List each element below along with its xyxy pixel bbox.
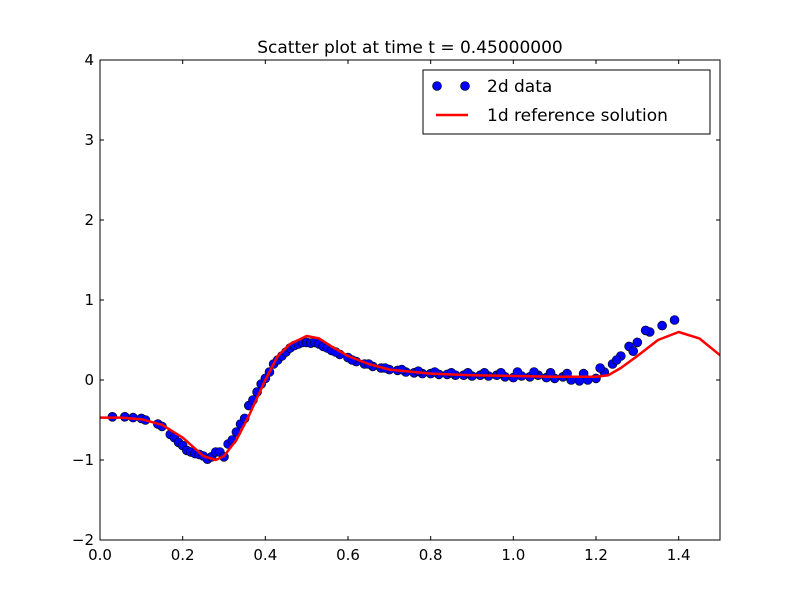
y-tick-label: −2 xyxy=(72,531,94,549)
scatter-point xyxy=(657,320,667,331)
x-tick-label: 0.8 xyxy=(419,546,443,564)
x-tick-label: 1.0 xyxy=(501,546,525,564)
scatter-point xyxy=(611,355,622,365)
legend-marker-scatter xyxy=(460,81,470,91)
y-tick-label: 4 xyxy=(84,51,94,69)
legend-marker-scatter xyxy=(432,81,442,91)
y-tick-label: 3 xyxy=(84,131,94,149)
x-tick-label: 0.6 xyxy=(336,546,360,564)
axis-ticks: 0.0 0.2 0.4 0.6 0.8 1.0 1.2 1.4 −2 −1 0 1 2 3 4 xyxy=(72,51,720,564)
x-tick-label: 0.0 xyxy=(88,546,112,564)
chart-title: Scatter plot at time t = 0.45000000 xyxy=(257,38,563,58)
x-tick-label: 1.4 xyxy=(667,546,691,564)
reference-line xyxy=(100,330,720,462)
plot-area xyxy=(100,315,720,465)
scatter-point xyxy=(446,367,457,378)
legend: 2d data 1d reference solution xyxy=(422,69,711,135)
x-tick-label: 1.2 xyxy=(584,546,608,564)
legend-label-reference: 1d reference solution xyxy=(487,106,668,126)
y-tick-label: 2 xyxy=(84,211,94,229)
scatter-point xyxy=(595,363,605,373)
legend-label-2d-data: 2d data xyxy=(487,77,552,97)
legend-box xyxy=(422,69,711,135)
scatter-point xyxy=(429,367,440,377)
x-tick-label: 0.4 xyxy=(253,546,277,564)
y-tick-label: −1 xyxy=(72,451,94,469)
y-tick-label: 1 xyxy=(84,291,94,309)
x-tick-label: 0.2 xyxy=(171,546,195,564)
scatter-point xyxy=(628,346,639,357)
scatter-point xyxy=(669,315,680,325)
scatter-point xyxy=(640,325,651,336)
y-tick-label: 0 xyxy=(84,371,94,389)
scatter-point xyxy=(632,337,643,348)
